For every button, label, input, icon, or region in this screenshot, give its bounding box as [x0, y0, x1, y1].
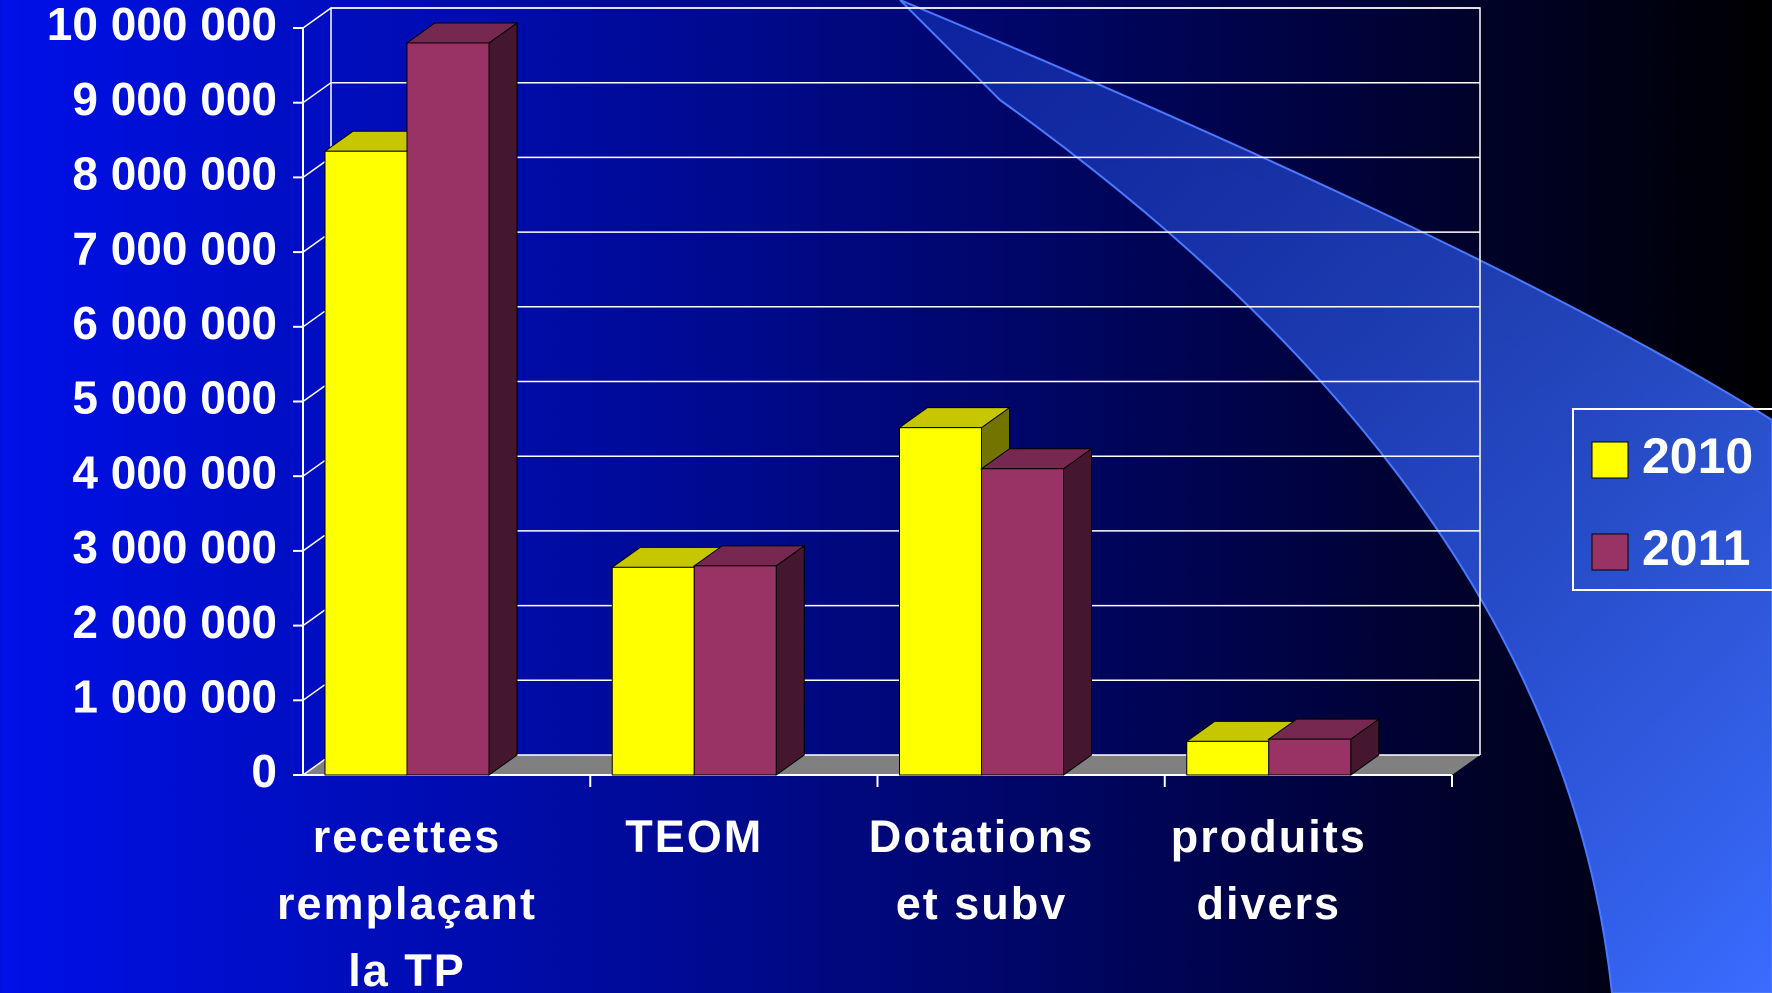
x-tick-label: TEOM [559, 803, 829, 870]
legend-swatch [1592, 442, 1628, 478]
y-tick-label: 4 000 000 [72, 446, 277, 498]
y-tick-label: 1 000 000 [72, 670, 277, 722]
y-tick-label: 2 000 000 [72, 596, 277, 648]
x-tick-label: Dotations et subv [847, 803, 1117, 937]
x-tick-label: recettes remplaçant la TP [272, 803, 542, 993]
bar [900, 428, 982, 775]
bar [325, 151, 407, 775]
y-tick-label: 3 000 000 [72, 521, 277, 573]
y-tick-label: 10 000 000 [47, 0, 277, 50]
y-tick-label: 6 000 000 [72, 297, 277, 349]
y-tick-label: 7 000 000 [72, 222, 277, 274]
bar-side [776, 546, 804, 775]
bar-side [1064, 449, 1092, 775]
grid-line [303, 83, 331, 103]
bar-side [489, 23, 517, 775]
grid-line [303, 8, 331, 28]
bar [694, 566, 776, 775]
y-tick-label: 5 000 000 [72, 372, 277, 424]
y-tick-label: 9 000 000 [72, 73, 277, 125]
bar [612, 567, 694, 775]
bar [982, 469, 1064, 775]
legend-label: 2011 [1642, 520, 1750, 576]
bar [1187, 741, 1269, 775]
bar [407, 43, 489, 775]
legend-label: 2010 [1642, 428, 1753, 484]
x-tick-label: produits divers [1134, 803, 1404, 937]
y-tick-label: 8 000 000 [72, 148, 277, 200]
y-tick-label: 0 [251, 745, 277, 797]
legend-swatch [1592, 534, 1628, 570]
bar [1269, 739, 1351, 775]
slide: 0 1 000 000 2 000 000 3 000 000 4 000 000 5 0… [0, 0, 1772, 993]
